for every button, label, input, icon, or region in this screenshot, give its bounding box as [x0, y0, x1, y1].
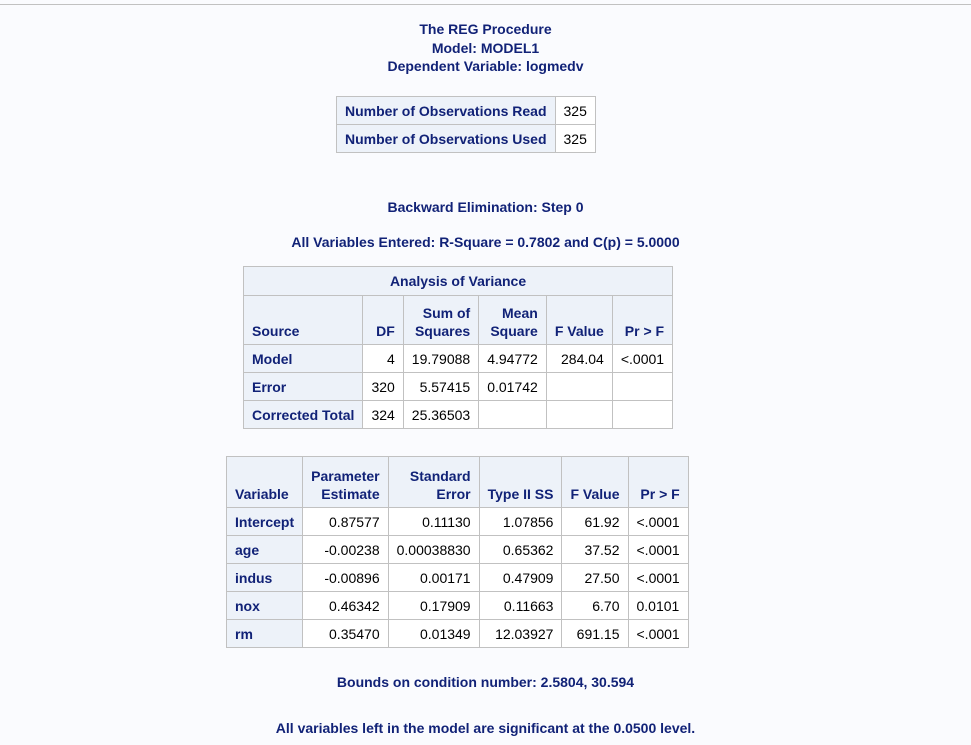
top-divider — [0, 4, 971, 5]
col-header-p: Pr > F — [627, 456, 689, 508]
p-cell — [611, 372, 674, 401]
col-header-df: DF — [362, 295, 404, 345]
parameter-estimates-table: Variable Parameter Estimate Standard Error… — [225, 456, 689, 648]
type2-ss-cell: 0.65362 — [478, 535, 563, 564]
source-cell: Model — [242, 344, 364, 373]
p-cell: <.0001 — [627, 563, 689, 592]
entered-summary: All Variables Entered: R-Square = 0.7802… — [291, 234, 680, 250]
source-cell: Corrected Total — [242, 400, 364, 429]
col-header-ms-line1: Mean — [502, 305, 538, 321]
estimate-cell: 0.46342 — [302, 591, 389, 620]
col-header-f: F Value — [561, 456, 629, 508]
p-cell: <.0001 — [627, 535, 689, 564]
type2-ss-cell: 0.11663 — [478, 591, 563, 620]
col-header-ms: Mean Square — [478, 295, 547, 345]
estimate-cell: 0.35470 — [302, 619, 389, 648]
col-header-p: Pr > F — [611, 295, 674, 345]
table-row: Intercept 0.87577 0.11130 1.07856 61.92 … — [225, 507, 689, 536]
df-cell: 4 — [362, 344, 404, 373]
table-row: Number of Observations Read 325 — [336, 96, 596, 125]
p-cell: <.0001 — [627, 619, 689, 648]
col-header-ss-line2: Squares — [414, 323, 471, 339]
col-header-f: F Value — [545, 295, 613, 345]
model-name: Model: MODEL1 — [431, 39, 540, 56]
std-error-cell: 0.01349 — [387, 619, 480, 648]
col-header-std-error-line2: Error — [436, 486, 471, 502]
df-cell: 320 — [362, 372, 404, 401]
table-row: indus -0.00896 0.00171 0.47909 27.50 <.0… — [225, 563, 689, 592]
col-header-estimate-line1: Parameter — [311, 468, 380, 484]
f-cell: 284.04 — [545, 344, 613, 373]
col-header-ss: Sum of Squares — [402, 295, 480, 345]
std-error-cell: 0.11130 — [387, 507, 480, 536]
f-cell — [545, 400, 613, 429]
f-cell: 6.70 — [561, 591, 629, 620]
table-row: Error 320 5.57415 0.01742 — [242, 372, 674, 401]
ms-cell — [478, 400, 547, 429]
df-cell: 324 — [362, 400, 404, 429]
variable-cell: Intercept — [225, 507, 304, 536]
estimate-cell: -0.00896 — [302, 563, 389, 592]
std-error-cell: 0.17909 — [387, 591, 480, 620]
table-header-row: Source DF Sum of Squares Mean Square F Val… — [242, 295, 674, 345]
f-cell: 37.52 — [561, 535, 629, 564]
step-title: Backward Elimination: Step 0 — [387, 199, 584, 215]
table-row: age -0.00238 0.00038830 0.65362 37.52 <.… — [225, 535, 689, 564]
col-header-estimate: Parameter Estimate — [302, 456, 389, 508]
dependent-variable: Dependent Variable: logmedv — [387, 58, 584, 74]
ms-cell: 0.01742 — [478, 372, 547, 401]
col-header-variable: Variable — [225, 456, 304, 508]
ms-cell: 4.94772 — [478, 344, 547, 373]
estimate-cell: 0.87577 — [302, 507, 389, 536]
table-row: Analysis of Variance — [242, 266, 674, 296]
p-cell: <.0001 — [627, 507, 689, 536]
obs-used-value: 325 — [554, 124, 596, 153]
col-header-ms-line2: Square — [490, 323, 538, 339]
anova-caption: Analysis of Variance — [242, 266, 674, 296]
procedure-title: The REG Procedure — [419, 21, 552, 37]
variable-cell: rm — [225, 619, 304, 648]
ss-cell: 25.36503 — [402, 400, 480, 429]
std-error-cell: 0.00038830 — [387, 535, 480, 564]
f-cell: 61.92 — [561, 507, 629, 536]
variable-cell: age — [225, 535, 304, 564]
p-cell: 0.0101 — [627, 591, 689, 620]
col-header-ss-line1: Sum of — [422, 305, 471, 321]
ss-cell: 5.57415 — [402, 372, 480, 401]
table-row: Number of Observations Used 325 — [336, 124, 596, 153]
type2-ss-cell: 0.47909 — [478, 563, 563, 592]
f-cell — [545, 372, 613, 401]
std-error-cell: 0.00171 — [387, 563, 480, 592]
col-header-std-error: Standard Error — [387, 456, 480, 508]
table-row: nox 0.46342 0.17909 0.11663 6.70 0.0101 — [225, 591, 689, 620]
type2-ss-cell: 1.07856 — [478, 507, 563, 536]
obs-read-value: 325 — [554, 96, 596, 125]
observations-table: Number of Observations Read 325 Number o… — [336, 96, 596, 153]
f-cell: 27.50 — [561, 563, 629, 592]
bounds-note: Bounds on condition number: 2.5804, 30.5… — [336, 674, 635, 690]
estimate-cell: -0.00238 — [302, 535, 389, 564]
col-header-estimate-line2: Estimate — [321, 486, 380, 502]
table-header-row: Variable Parameter Estimate Standard Error… — [225, 456, 689, 508]
col-header-std-error-line1: Standard — [409, 468, 471, 484]
obs-used-label: Number of Observations Used — [336, 124, 556, 153]
type2-ss-cell: 12.03927 — [478, 619, 563, 648]
significance-note: All variables left in the model are sign… — [275, 720, 696, 736]
variable-cell: indus — [225, 563, 304, 592]
obs-read-label: Number of Observations Read — [336, 96, 556, 125]
col-header-source: Source — [242, 295, 364, 345]
table-row: Corrected Total 324 25.36503 — [242, 400, 674, 429]
source-cell: Error — [242, 372, 364, 401]
table-row: rm 0.35470 0.01349 12.03927 691.15 <.000… — [225, 619, 689, 648]
col-header-type2-ss: Type II SS — [478, 456, 563, 508]
table-row: Model 4 19.79088 4.94772 284.04 <.0001 — [242, 344, 674, 373]
variable-cell: nox — [225, 591, 304, 620]
ss-cell: 19.79088 — [402, 344, 480, 373]
p-cell — [611, 400, 674, 429]
procedure-title-block: The REG Procedure Model: MODEL1 Dependen… — [0, 20, 971, 76]
f-cell: 691.15 — [561, 619, 629, 648]
p-cell: <.0001 — [611, 344, 674, 373]
anova-table: Analysis of Variance Source DF Sum of Squ… — [242, 266, 674, 429]
